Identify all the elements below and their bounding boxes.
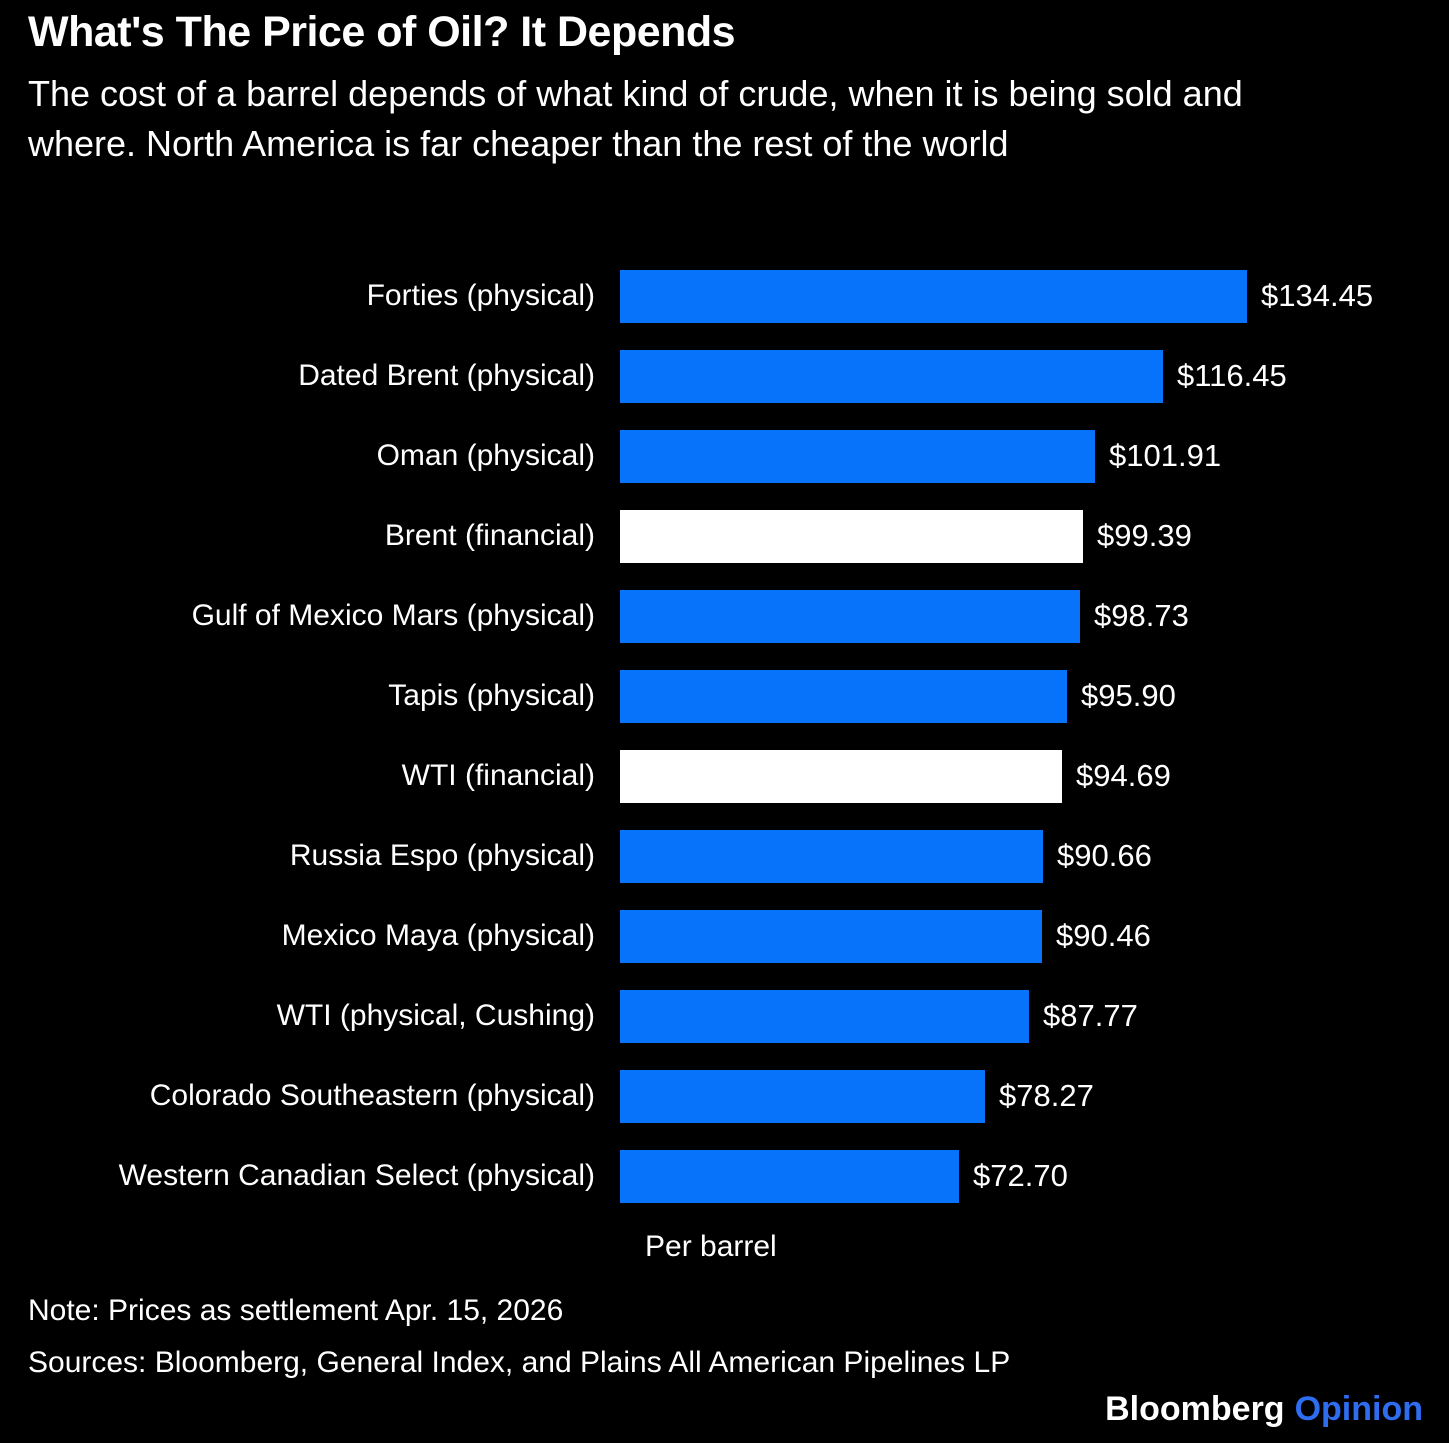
value-label: $72.70 bbox=[973, 1158, 1068, 1193]
category-label: WTI (physical, Cushing) bbox=[276, 999, 595, 1032]
bar bbox=[620, 669, 1067, 723]
bar-row: WTI (financial) $94.69 bbox=[0, 736, 1449, 816]
value-label: $99.39 bbox=[1097, 518, 1192, 553]
bar-row: Mexico Maya (physical) $90.46 bbox=[0, 896, 1449, 976]
bar bbox=[620, 349, 1163, 403]
value-label: $78.27 bbox=[999, 1078, 1094, 1113]
category-label: Forties (physical) bbox=[366, 279, 595, 312]
bar bbox=[620, 829, 1043, 883]
category-label: Dated Brent (physical) bbox=[298, 359, 595, 392]
bar-row: Russia Espo (physical) $90.66 bbox=[0, 816, 1449, 896]
bar bbox=[620, 989, 1029, 1043]
bar-row: Forties (physical) $134.45 bbox=[0, 256, 1449, 336]
x-axis-label: Per barrel bbox=[645, 1230, 777, 1263]
bar bbox=[620, 429, 1095, 483]
bar bbox=[620, 1069, 985, 1123]
category-label: WTI (financial) bbox=[401, 759, 595, 792]
bar-row: Oman (physical) $101.91 bbox=[0, 416, 1449, 496]
bar bbox=[620, 909, 1042, 963]
brand-bloomberg: Bloomberg bbox=[1105, 1390, 1285, 1428]
category-label: Gulf of Mexico Mars (physical) bbox=[191, 599, 595, 632]
bar bbox=[620, 1149, 959, 1203]
chart-header: What's The Price of Oil? It Depends The … bbox=[28, 8, 1421, 169]
value-label: $94.69 bbox=[1076, 758, 1171, 793]
value-label: $90.66 bbox=[1057, 838, 1152, 873]
category-label: Colorado Southeastern (physical) bbox=[149, 1079, 595, 1112]
bar-row: Dated Brent (physical) $116.45 bbox=[0, 336, 1449, 416]
bar bbox=[620, 269, 1247, 323]
value-label: $90.46 bbox=[1056, 918, 1151, 953]
category-label: Brent (financial) bbox=[384, 519, 595, 552]
bar-row: Tapis (physical) $95.90 bbox=[0, 656, 1449, 736]
chart-subtitle: The cost of a barrel depends of what kin… bbox=[28, 73, 1243, 164]
bar-row: Western Canadian Select (physical) $72.70 bbox=[0, 1136, 1449, 1216]
value-label: $116.45 bbox=[1177, 358, 1287, 393]
category-label: Mexico Maya (physical) bbox=[281, 919, 595, 952]
bar bbox=[620, 749, 1062, 803]
bar bbox=[620, 589, 1080, 643]
value-label: $134.45 bbox=[1261, 278, 1374, 313]
brand-footer: Bloomberg Opinion bbox=[1105, 1390, 1423, 1429]
category-label: Western Canadian Select (physical) bbox=[118, 1159, 595, 1192]
value-label: $101.91 bbox=[1109, 438, 1222, 473]
category-label: Tapis (physical) bbox=[388, 679, 595, 712]
value-label: $87.77 bbox=[1043, 998, 1138, 1033]
category-label: Russia Espo (physical) bbox=[289, 839, 595, 872]
value-label: $95.90 bbox=[1081, 678, 1176, 713]
bar-row: Gulf of Mexico Mars (physical) $98.73 bbox=[0, 576, 1449, 656]
bar-row: Colorado Southeastern (physical) $78.27 bbox=[0, 1056, 1449, 1136]
page-title: What's The Price of Oil? It Depends bbox=[28, 8, 736, 56]
bar-row: Brent (financial) $99.39 bbox=[0, 496, 1449, 576]
brand-opinion: Opinion bbox=[1294, 1390, 1423, 1428]
chart-sources: Sources: Bloomberg, General Index, and P… bbox=[28, 1346, 1011, 1379]
bar bbox=[620, 509, 1083, 563]
bar-chart: Forties (physical) $134.45 Dated Brent (ph… bbox=[0, 256, 1449, 1216]
value-label: $98.73 bbox=[1094, 598, 1189, 633]
chart-note: Note: Prices as settlement Apr. 15, 2026 bbox=[28, 1294, 564, 1327]
category-label: Oman (physical) bbox=[376, 439, 595, 472]
bar-row: WTI (physical, Cushing) $87.77 bbox=[0, 976, 1449, 1056]
